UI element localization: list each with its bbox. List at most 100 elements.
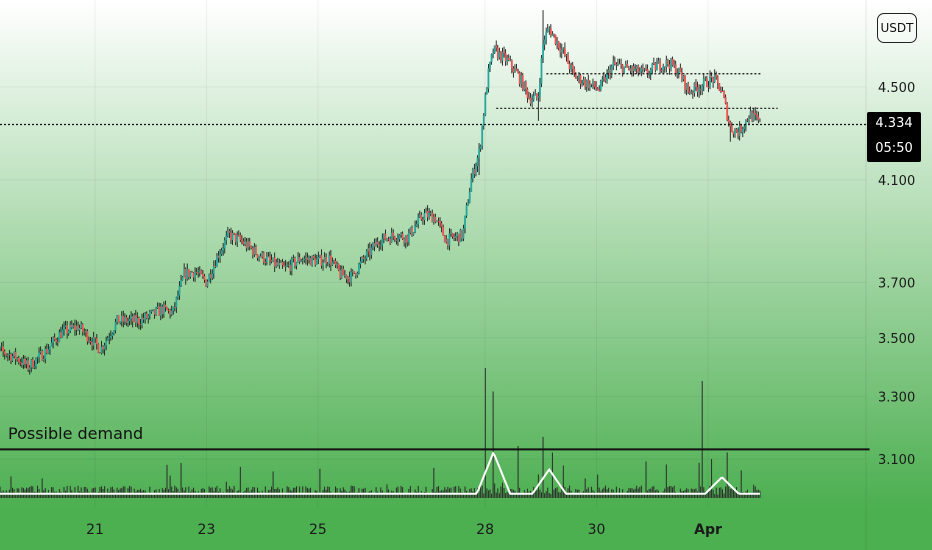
- volume-bars: [0, 368, 761, 498]
- candle-body: [41, 351, 44, 361]
- candle-body: [64, 325, 67, 327]
- candle-body: [120, 315, 123, 322]
- candle-body: [269, 256, 271, 261]
- candle-body: [693, 82, 696, 93]
- candle-body: [367, 248, 370, 252]
- candle-body: [105, 340, 108, 346]
- candle-body: [147, 315, 150, 319]
- candle-body: [737, 132, 739, 137]
- candle-body: [389, 238, 392, 243]
- candle-body: [31, 359, 34, 368]
- candle-body: [426, 210, 429, 218]
- candle-body: [267, 256, 270, 257]
- candle-body: [542, 44, 544, 59]
- candle-body: [294, 258, 296, 266]
- candle-body: [159, 306, 162, 316]
- candle-body: [741, 129, 744, 133]
- candle-body: [152, 309, 154, 311]
- candle-body: [75, 325, 78, 330]
- candle-body: [618, 63, 621, 65]
- candle-body: [759, 119, 761, 121]
- time-tick-label: 28: [476, 522, 494, 538]
- candle-body: [80, 324, 83, 328]
- candle-body: [734, 129, 736, 135]
- candle-body: [220, 250, 223, 255]
- candle-body: [22, 358, 25, 366]
- price-axis-labels: 4.500 4.100 3.700 3.500 3.300 3.100: [878, 81, 915, 468]
- candle-body: [308, 257, 310, 260]
- candle-body: [30, 359, 33, 368]
- currency-button[interactable]: USDT: [877, 13, 917, 43]
- candle-body: [359, 261, 362, 265]
- candle-body: [242, 241, 245, 245]
- candle-body: [155, 307, 157, 315]
- candle-body: [353, 271, 356, 274]
- candle-body: [373, 243, 376, 247]
- candle-body: [560, 49, 563, 53]
- candle-body: [539, 83, 541, 97]
- candle-body: [681, 72, 683, 80]
- candle-body: [351, 271, 354, 273]
- candle-body: [532, 95, 535, 100]
- volume-moving-average: [0, 451, 760, 495]
- candle-body: [429, 212, 432, 214]
- candle-body: [546, 29, 549, 33]
- candle-body: [117, 315, 120, 324]
- candle-body: [712, 77, 715, 82]
- candle-body: [61, 329, 64, 338]
- candle-body: [709, 75, 711, 88]
- candle-body: [311, 256, 314, 266]
- candle-body: [225, 235, 228, 241]
- candle-body: [450, 233, 452, 235]
- candle-body: [461, 229, 463, 239]
- candle-body: [175, 297, 178, 308]
- candle-body: [515, 68, 518, 72]
- candle-body: [122, 315, 125, 322]
- candle-body: [304, 257, 307, 259]
- candle-body: [620, 63, 622, 65]
- candle-body: [255, 246, 257, 255]
- candle-body: [666, 59, 669, 65]
- candle-body: [442, 226, 445, 236]
- candle-body: [92, 337, 95, 346]
- candlesticks: [0, 10, 761, 375]
- candle-body: [198, 270, 201, 274]
- candle-body: [108, 337, 111, 339]
- candle-body: [339, 270, 342, 279]
- candle-body: [169, 310, 172, 315]
- candle-body: [418, 214, 421, 218]
- candle-body: [228, 231, 231, 233]
- candle-body: [423, 213, 426, 221]
- chart-background: [0, 0, 932, 508]
- candle-body: [507, 57, 510, 61]
- candle-body: [637, 65, 640, 73]
- candle-body: [565, 54, 568, 56]
- candle-body: [237, 235, 240, 236]
- candle-body: [259, 256, 262, 257]
- candle-body: [178, 285, 181, 296]
- candle-body: [679, 67, 682, 73]
- candle-body: [624, 63, 627, 67]
- price-tick-label: 3.700: [878, 276, 915, 291]
- candle-body: [164, 304, 167, 308]
- candle-body: [6, 355, 9, 356]
- candle-body: [549, 28, 552, 36]
- candle-body: [102, 346, 104, 350]
- candle-body: [526, 88, 529, 98]
- candle-body: [592, 81, 594, 85]
- candle-body: [612, 61, 615, 67]
- time-tick-label: 25: [309, 522, 327, 538]
- candle-body: [342, 268, 345, 276]
- candle-body: [617, 64, 619, 65]
- candle-body: [247, 241, 250, 249]
- candle-body: [595, 86, 597, 89]
- candle-body: [534, 93, 537, 96]
- price-tick-label: 3.500: [878, 332, 915, 347]
- candle-body: [0, 346, 3, 348]
- candle-body: [573, 68, 576, 75]
- candle-body: [19, 362, 22, 363]
- candle-body: [470, 178, 473, 192]
- candle-body: [487, 68, 490, 89]
- candle-body: [86, 331, 89, 342]
